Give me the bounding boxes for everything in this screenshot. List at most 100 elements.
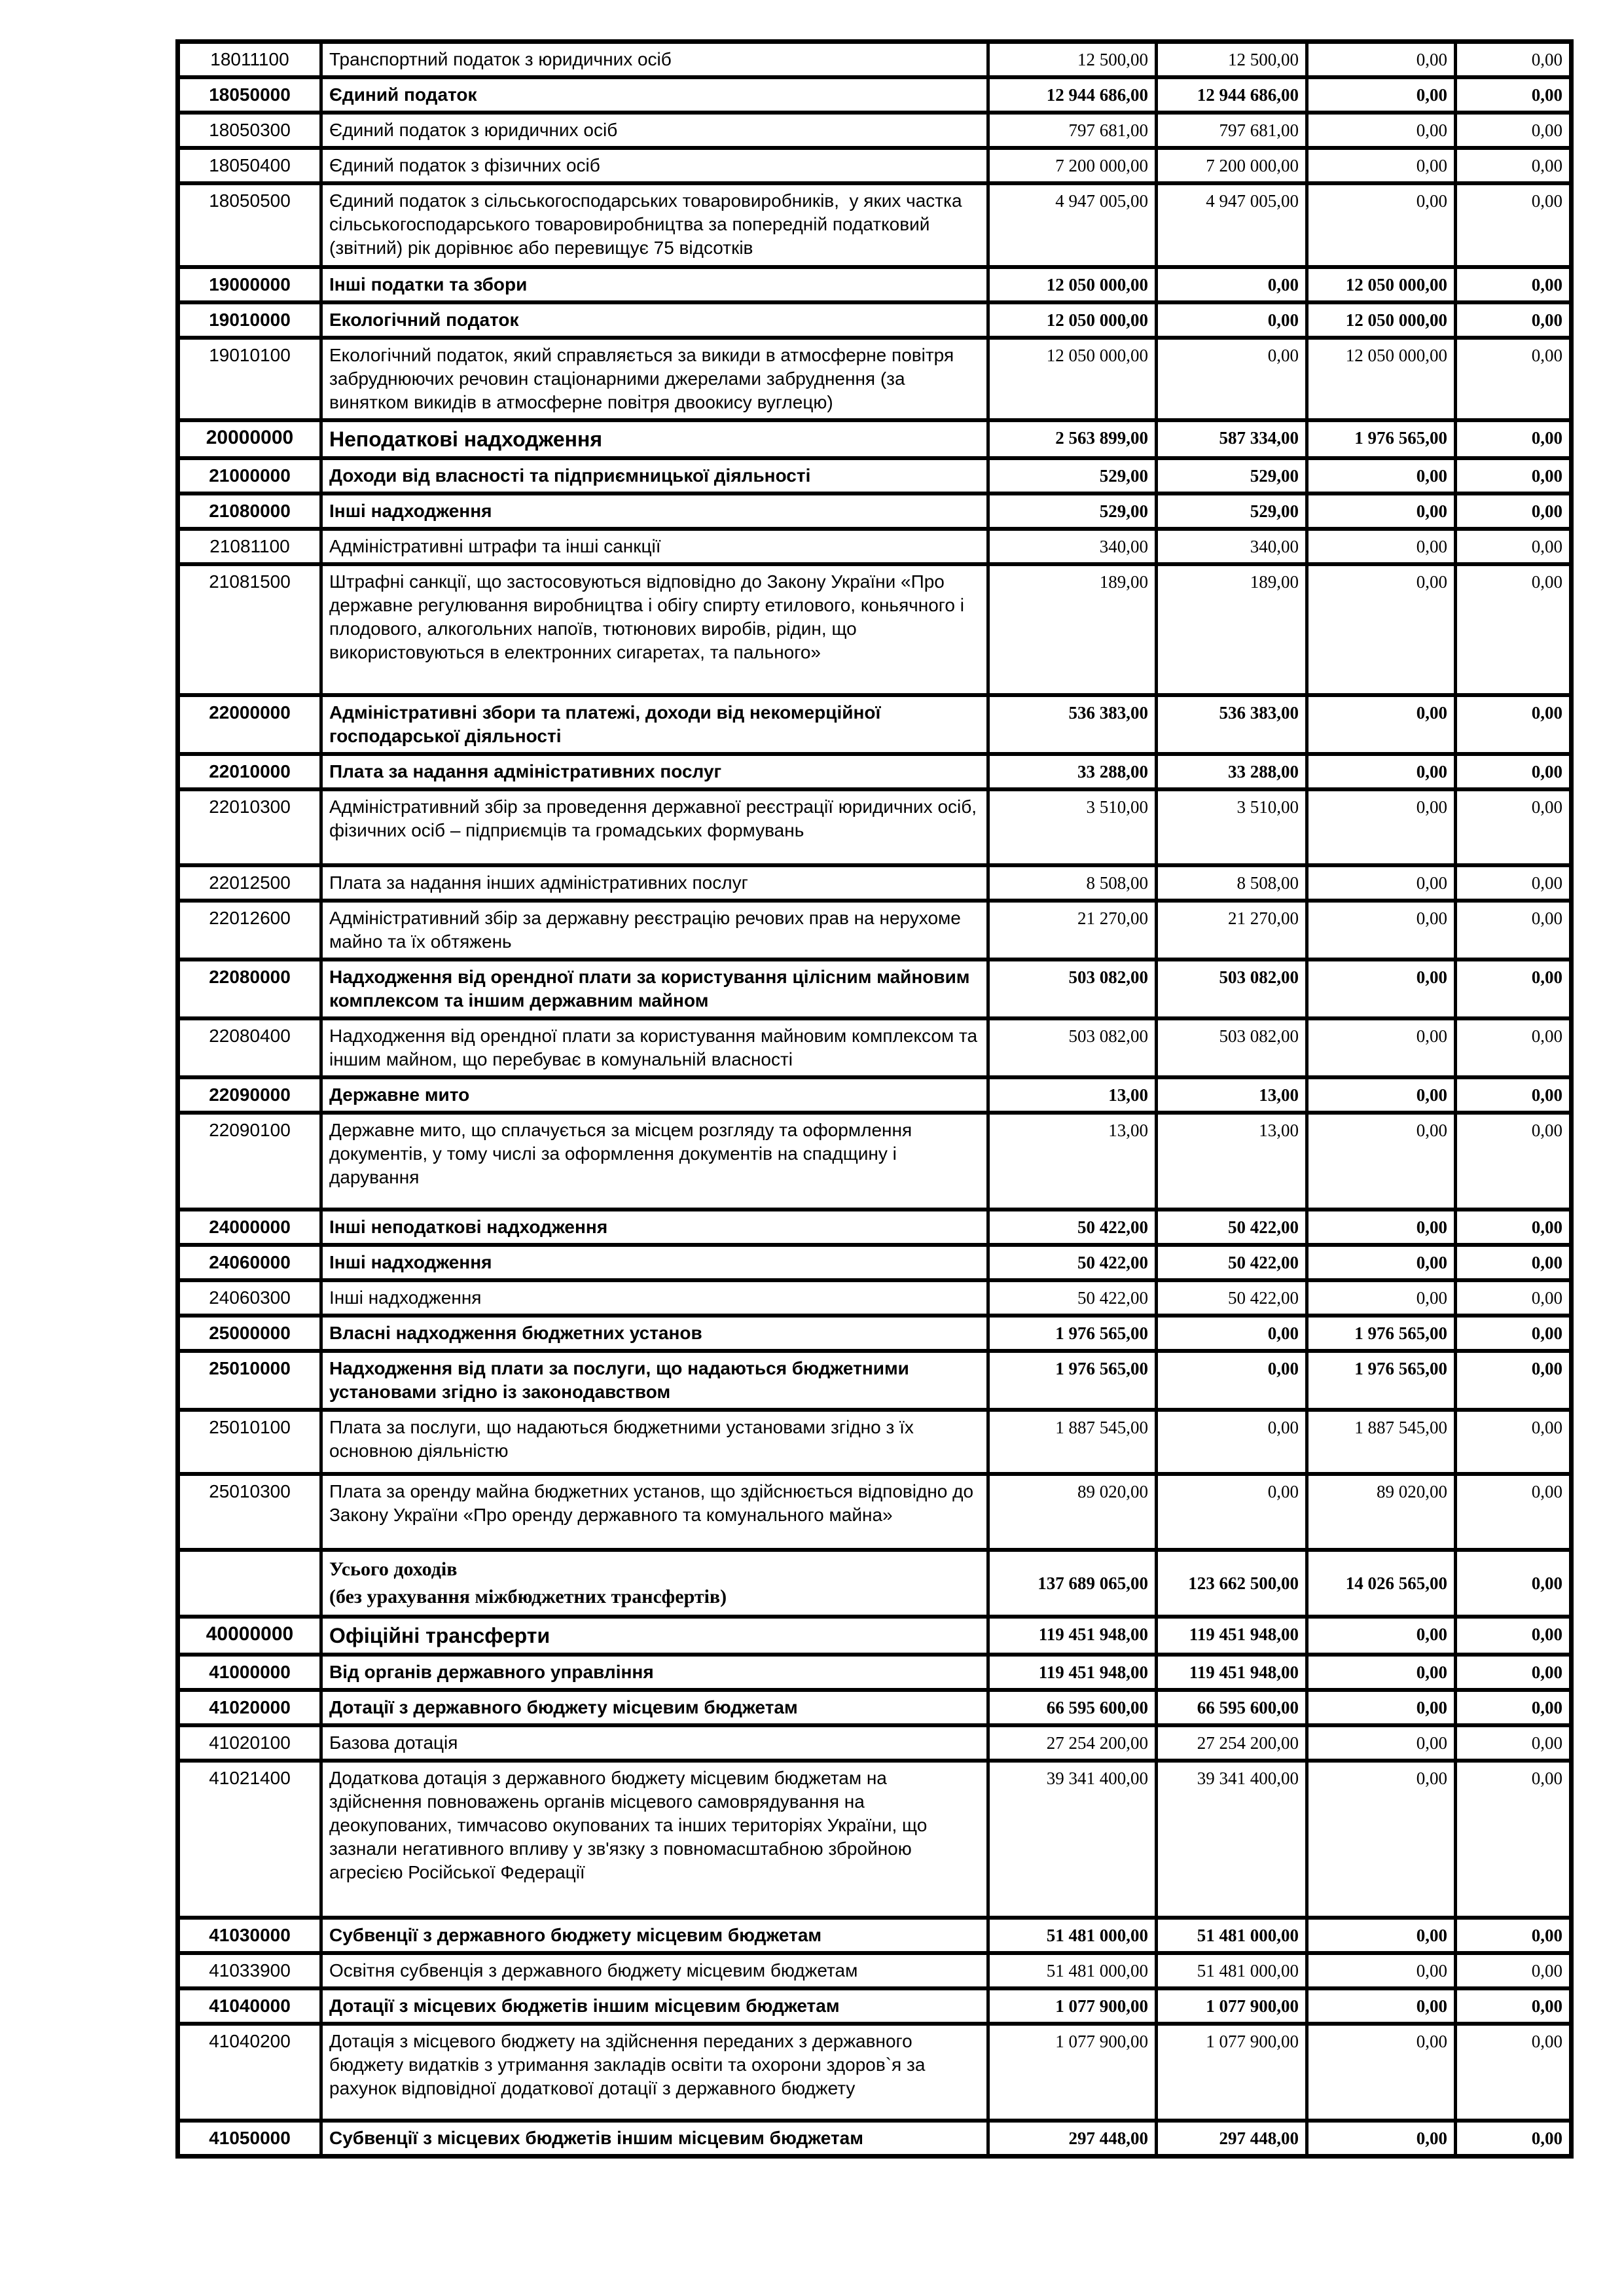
table-row: 22000000 Адміністративні збори та платеж… bbox=[176, 693, 1573, 756]
table-row: 41020100 Базова дотація 27 254 200,00 27… bbox=[176, 1723, 1573, 1763]
row-description: Від органів державного управління bbox=[319, 1653, 990, 1692]
row-value-4: 0,00 bbox=[1454, 146, 1573, 185]
row-value-general-fund: 12 944 686,00 bbox=[1155, 75, 1308, 115]
row-value-special-fund: 0,00 bbox=[1305, 787, 1457, 867]
row-value-4: 0,00 bbox=[1454, 1208, 1573, 1247]
row-description: Державне мито bbox=[319, 1075, 990, 1115]
row-code: 24060000 bbox=[176, 1243, 323, 1282]
row-description: Офіційні трансферти bbox=[319, 1615, 990, 1657]
row-value-general-fund: 297 448,00 bbox=[1155, 2119, 1308, 2159]
table-row: 21081500 Штрафні санкції, що застосовуют… bbox=[176, 562, 1573, 697]
row-value-total: 89 020,00 bbox=[986, 1472, 1158, 1552]
row-description: Адміністративний збір за проведення держ… bbox=[319, 787, 990, 867]
row-value-total: 529,00 bbox=[986, 456, 1158, 495]
row-description: Усього доходів (без урахування міжбюджет… bbox=[319, 1548, 990, 1619]
table-row: 22010000 Плата за надання адміністративн… bbox=[176, 752, 1573, 791]
row-value-total: 21 270,00 bbox=[986, 899, 1158, 961]
row-value-4: 0,00 bbox=[1454, 1111, 1573, 1211]
row-value-total: 503 082,00 bbox=[986, 958, 1158, 1020]
row-description: Доходи від власності та підприємницької … bbox=[319, 456, 990, 495]
row-code: 40000000 bbox=[176, 1615, 323, 1657]
row-value-total: 1 976 565,00 bbox=[986, 1349, 1158, 1412]
row-value-general-fund: 13,00 bbox=[1155, 1111, 1308, 1211]
table-row: 22010300 Адміністративний збір за провед… bbox=[176, 787, 1573, 867]
table-row: 40000000 Офіційні трансферти 119 451 948… bbox=[176, 1615, 1573, 1657]
row-value-total: 51 481 000,00 bbox=[986, 1951, 1158, 1990]
row-value-4: 0,00 bbox=[1454, 265, 1573, 304]
row-value-special-fund: 0,00 bbox=[1305, 492, 1457, 531]
row-code: 25010300 bbox=[176, 1472, 323, 1552]
row-value-total: 51 481 000,00 bbox=[986, 1916, 1158, 1955]
row-value-4: 0,00 bbox=[1454, 863, 1573, 903]
row-value-general-fund: 3 510,00 bbox=[1155, 787, 1308, 867]
row-value-total: 1 077 900,00 bbox=[986, 1986, 1158, 2026]
row-value-4: 0,00 bbox=[1454, 456, 1573, 495]
row-value-4: 0,00 bbox=[1454, 39, 1573, 79]
row-value-4: 0,00 bbox=[1454, 1723, 1573, 1763]
row-description: Інші надходження bbox=[319, 492, 990, 531]
row-value-general-fund: 529,00 bbox=[1155, 492, 1308, 531]
row-value-general-fund: 503 082,00 bbox=[1155, 1016, 1308, 1079]
row-description: Інші неподаткові надходження bbox=[319, 1208, 990, 1247]
row-code: 22010300 bbox=[176, 787, 323, 867]
row-value-total: 12 944 686,00 bbox=[986, 75, 1158, 115]
row-value-4: 0,00 bbox=[1454, 1916, 1573, 1955]
row-value-4: 0,00 bbox=[1454, 1278, 1573, 1318]
row-code: 24060300 bbox=[176, 1278, 323, 1318]
row-code: 41021400 bbox=[176, 1759, 323, 1920]
row-description: Надходження від орендної плати за корист… bbox=[319, 958, 990, 1020]
row-value-special-fund: 0,00 bbox=[1305, 693, 1457, 756]
row-code: 22012500 bbox=[176, 863, 323, 903]
row-value-total: 7 200 000,00 bbox=[986, 146, 1158, 185]
row-description: Плата за надання інших адміністративних … bbox=[319, 863, 990, 903]
row-value-special-fund: 0,00 bbox=[1305, 752, 1457, 791]
row-value-4: 0,00 bbox=[1454, 1951, 1573, 1990]
table-row: 18011100 Транспортний податок з юридични… bbox=[176, 39, 1573, 79]
row-code: 18050400 bbox=[176, 146, 323, 185]
row-description: Дотації з місцевих бюджетів іншим місцев… bbox=[319, 1986, 990, 2026]
table-row: 24060000 Інші надходження 50 422,00 50 4… bbox=[176, 1243, 1573, 1282]
row-value-special-fund: 0,00 bbox=[1305, 1615, 1457, 1657]
row-value-total: 340,00 bbox=[986, 527, 1158, 566]
row-value-4: 0,00 bbox=[1454, 300, 1573, 340]
row-value-general-fund: 51 481 000,00 bbox=[1155, 1951, 1308, 1990]
row-value-total: 13,00 bbox=[986, 1075, 1158, 1115]
row-value-4: 0,00 bbox=[1454, 1986, 1573, 2026]
row-code: 41033900 bbox=[176, 1951, 323, 1990]
row-value-total: 50 422,00 bbox=[986, 1243, 1158, 1282]
table-row: 22090100 Державне мито, що сплачується з… bbox=[176, 1111, 1573, 1211]
row-code: 41040200 bbox=[176, 2022, 323, 2123]
row-value-special-fund: 0,00 bbox=[1305, 456, 1457, 495]
row-value-special-fund: 12 050 000,00 bbox=[1305, 265, 1457, 304]
row-description: Дотація з місцевого бюджету на здійсненн… bbox=[319, 2022, 990, 2123]
row-code: 22080400 bbox=[176, 1016, 323, 1079]
row-value-total: 503 082,00 bbox=[986, 1016, 1158, 1079]
table-row: 18050300 Єдиний податок з юридичних осіб… bbox=[176, 111, 1573, 150]
row-value-special-fund: 0,00 bbox=[1305, 1075, 1457, 1115]
row-value-special-fund: 0,00 bbox=[1305, 1653, 1457, 1692]
row-value-special-fund: 0,00 bbox=[1305, 1688, 1457, 1727]
table-row: 19000000 Інші податки та збори 12 050 00… bbox=[176, 265, 1573, 304]
table-row: 21080000 Інші надходження 529,00 529,00 … bbox=[176, 492, 1573, 531]
row-code: 25000000 bbox=[176, 1314, 323, 1353]
row-value-total: 189,00 bbox=[986, 562, 1158, 697]
table-row: 25000000 Власні надходження бюджетних ус… bbox=[176, 1314, 1573, 1353]
row-description: Інші податки та збори bbox=[319, 265, 990, 304]
row-value-general-fund: 66 595 600,00 bbox=[1155, 1688, 1308, 1727]
row-code: 21080000 bbox=[176, 492, 323, 531]
row-value-4: 0,00 bbox=[1454, 336, 1573, 422]
budget-table: 18011100 Транспортний податок з юридични… bbox=[175, 39, 1574, 2159]
row-value-total: 50 422,00 bbox=[986, 1208, 1158, 1247]
row-value-total: 12 050 000,00 bbox=[986, 336, 1158, 422]
row-code: 41020000 bbox=[176, 1688, 323, 1727]
row-value-special-fund: 0,00 bbox=[1305, 111, 1457, 150]
row-value-general-fund: 503 082,00 bbox=[1155, 958, 1308, 1020]
row-value-special-fund: 0,00 bbox=[1305, 1278, 1457, 1318]
row-value-general-fund: 21 270,00 bbox=[1155, 899, 1308, 961]
row-value-general-fund: 0,00 bbox=[1155, 1408, 1308, 1476]
row-value-special-fund: 0,00 bbox=[1305, 527, 1457, 566]
row-description: Дотації з державного бюджету місцевим бю… bbox=[319, 1688, 990, 1727]
row-value-special-fund: 12 050 000,00 bbox=[1305, 300, 1457, 340]
row-code: 25010100 bbox=[176, 1408, 323, 1476]
row-code bbox=[176, 1548, 323, 1619]
